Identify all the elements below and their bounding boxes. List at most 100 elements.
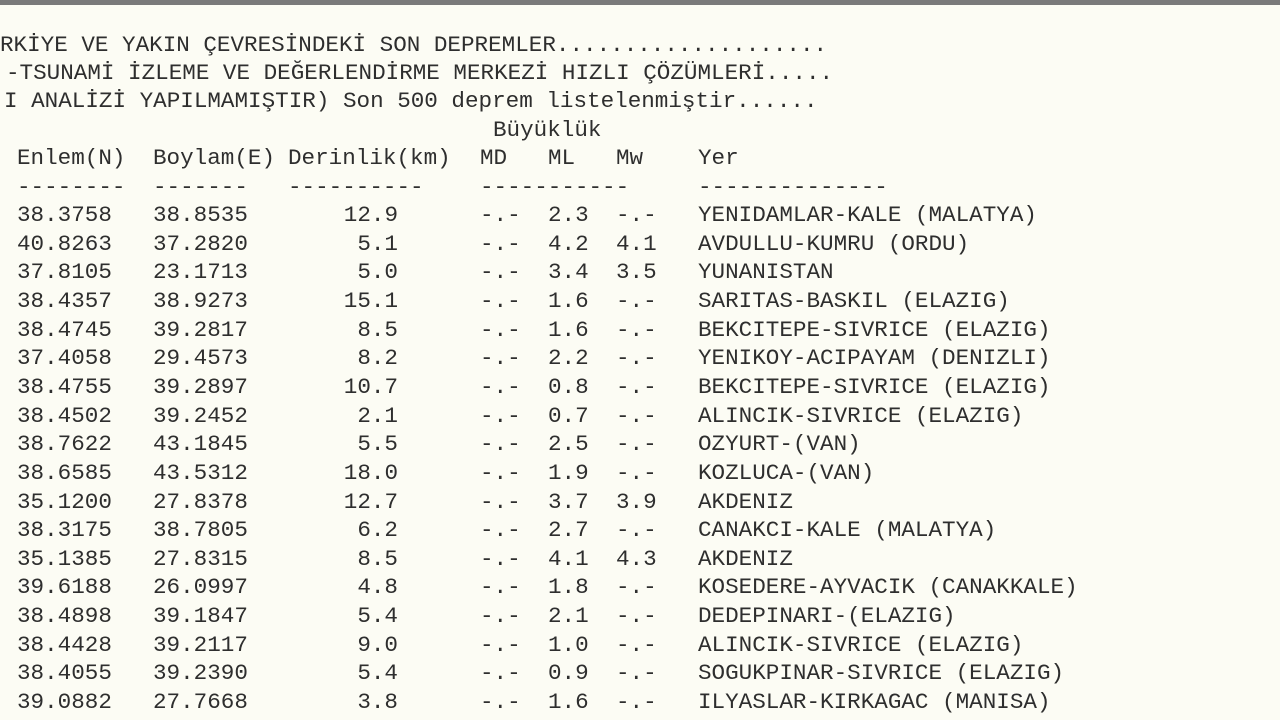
longitude: 43.5312 — [153, 459, 248, 486]
place: CANAKCI-KALE (MALATYA) — [698, 517, 997, 544]
latitude: 38.3758 — [17, 202, 112, 228]
latitude: 38.3175 — [17, 517, 112, 544]
place: KOSEDERE-AYVACIK (CANAKKALE) — [698, 574, 1078, 601]
magnitude-mw: 4.1 — [616, 230, 657, 257]
sep-mag: ----------- — [480, 174, 630, 200]
separator-row: -------- ------- ---------- ----------- … — [0, 173, 1280, 201]
magnitude-mw: 4.3 — [616, 545, 657, 572]
depth: 8.2 — [357, 345, 398, 372]
depth: 10.7 — [343, 373, 398, 400]
longitude: 38.9273 — [153, 287, 248, 314]
magnitude-mw: -.- — [616, 660, 657, 687]
longitude: 39.1847 — [153, 603, 248, 630]
magnitude-ml: 2.7 — [548, 517, 589, 544]
place: YENIDAMLAR-KALE (MALATYA) — [698, 202, 1037, 228]
depth: 9.0 — [357, 631, 398, 658]
magnitude-mw: -.- — [616, 202, 657, 228]
magnitude-md: -.- — [480, 459, 521, 486]
place: AKDENIZ — [698, 545, 793, 572]
magnitude-mw: 3.9 — [616, 488, 657, 515]
col-lat: Enlem(N) — [17, 145, 126, 171]
earthquake-row: 38.4745 39.2817 8.5 -.- 1.6 -.- BEKCITEPE-SIVR… — [0, 316, 1280, 344]
longitude: 39.2390 — [153, 660, 248, 687]
depth: 4.8 — [357, 574, 398, 601]
col-ml: ML — [548, 145, 576, 171]
magnitude-mw: -.- — [616, 345, 657, 372]
magnitude-mw: -.- — [616, 631, 657, 658]
depth: 5.4 — [357, 660, 398, 687]
latitude: 38.6585 — [17, 459, 112, 486]
place: YUNANISTAN — [698, 259, 834, 286]
place: SOGUKPINAR-SIVRICE (ELAZIG) — [698, 660, 1065, 687]
magnitude-mw: -.- — [616, 603, 657, 630]
magnitude-md: -.- — [480, 545, 521, 572]
earthquake-row: 37.4058 29.4573 8.2 -.- 2.2 -.- YENIKOY-ACIPAY… — [0, 344, 1280, 372]
depth: 12.7 — [343, 488, 398, 515]
longitude: 29.4573 — [153, 345, 248, 372]
place: BEKCITEPE-SIVRICE (ELAZIG) — [698, 373, 1051, 400]
magnitude-md: -.- — [480, 603, 521, 630]
magnitude-mw: -.- — [616, 431, 657, 458]
longitude: 39.2117 — [153, 631, 248, 658]
place: AKDENIZ — [698, 488, 793, 515]
latitude: 37.8105 — [17, 259, 112, 286]
longitude: 39.2897 — [153, 373, 248, 400]
longitude: 23.1713 — [153, 259, 248, 286]
magnitude-md: -.- — [480, 517, 521, 544]
longitude: 27.7668 — [153, 689, 248, 716]
depth: 8.5 — [357, 316, 398, 343]
place: KOZLUCA-(VAN) — [698, 459, 875, 486]
place: ALINCIK-SIVRICE (ELAZIG) — [698, 631, 1024, 658]
latitude: 38.4755 — [17, 373, 112, 400]
latitude: 38.4502 — [17, 402, 112, 429]
longitude: 39.2452 — [153, 402, 248, 429]
place: BEKCITEPE-SIVRICE (ELAZIG) — [698, 316, 1051, 343]
depth: 5.0 — [357, 259, 398, 286]
place: DEDEPINARI-(ELAZIG) — [698, 603, 956, 630]
depth: 18.0 — [343, 459, 398, 486]
latitude: 38.4745 — [17, 316, 112, 343]
magnitude-mw: -.- — [616, 373, 657, 400]
magnitude-mw: -.- — [616, 517, 657, 544]
magnitude-ml: 1.0 — [548, 631, 589, 658]
col-place: Yer — [698, 145, 739, 171]
place: YENIKOY-ACIPAYAM (DENIZLI) — [698, 345, 1051, 372]
earthquake-row: 35.1200 27.8378 12.7 -.- 3.7 3.9 AKDENIZ — [0, 488, 1280, 516]
earthquake-row: 38.4898 39.1847 5.4 -.- 2.1 -.- DEDEPINARI-(EL… — [0, 602, 1280, 630]
magnitude-ml: 0.8 — [548, 373, 589, 400]
earthquake-row: 35.1385 27.8315 8.5 -.- 4.1 4.3 AKDENIZ — [0, 545, 1280, 573]
magnitude-md: -.- — [480, 689, 521, 716]
magnitude-ml: 2.2 — [548, 345, 589, 372]
earthquake-row: 38.4428 39.2117 9.0 -.- 1.0 -.- ALINCIK-SIVRIC… — [0, 631, 1280, 659]
latitude: 38.7622 — [17, 431, 112, 458]
longitude: 27.8315 — [153, 545, 248, 572]
title-line-2: -TSUNAMİ İZLEME VE DEĞERLENDİRME MERKEZİ… — [6, 60, 834, 86]
magnitude-mw: 3.5 — [616, 259, 657, 286]
magnitude-mw: -.- — [616, 287, 657, 314]
sep-lat: -------- — [17, 174, 126, 200]
magnitude-mw: -.- — [616, 402, 657, 429]
magnitude-ml: 4.2 — [548, 230, 589, 257]
place: ALINCIK-SIVRICE (ELAZIG) — [698, 402, 1024, 429]
magnitude-md: -.- — [480, 259, 521, 286]
magnitude-mw: -.- — [616, 459, 657, 486]
magnitude-mw: -.- — [616, 316, 657, 343]
window-top-border — [0, 0, 1280, 5]
earthquake-row: 38.7622 43.1845 5.5 -.- 2.5 -.- OZYURT-(VAN) — [0, 430, 1280, 458]
magnitude-ml: 1.8 — [548, 574, 589, 601]
depth: 5.5 — [357, 431, 398, 458]
depth: 15.1 — [343, 287, 398, 314]
earthquake-row: 38.3758 38.8535 12.9 -.- 2.3 -.- YENIDAMLAR-KA… — [0, 201, 1280, 229]
earthquake-row: 40.8263 37.2820 5.1 -.- 4.2 4.1 AVDULLU-KUMRU … — [0, 230, 1280, 258]
earthquake-row: 39.6188 26.0997 4.8 -.- 1.8 -.- KOSEDERE-AYVAC… — [0, 573, 1280, 601]
depth: 5.1 — [357, 230, 398, 257]
longitude: 38.7805 — [153, 517, 248, 544]
latitude: 39.0882 — [17, 689, 112, 716]
col-mw: Mw — [616, 145, 644, 171]
magnitude-md: -.- — [480, 230, 521, 257]
place: SARITAS-BASKIL (ELAZIG) — [698, 287, 1010, 314]
magnitude-ml: 2.5 — [548, 431, 589, 458]
latitude: 37.4058 — [17, 345, 112, 372]
longitude: 43.1845 — [153, 431, 248, 458]
magnitude-md: -.- — [480, 373, 521, 400]
